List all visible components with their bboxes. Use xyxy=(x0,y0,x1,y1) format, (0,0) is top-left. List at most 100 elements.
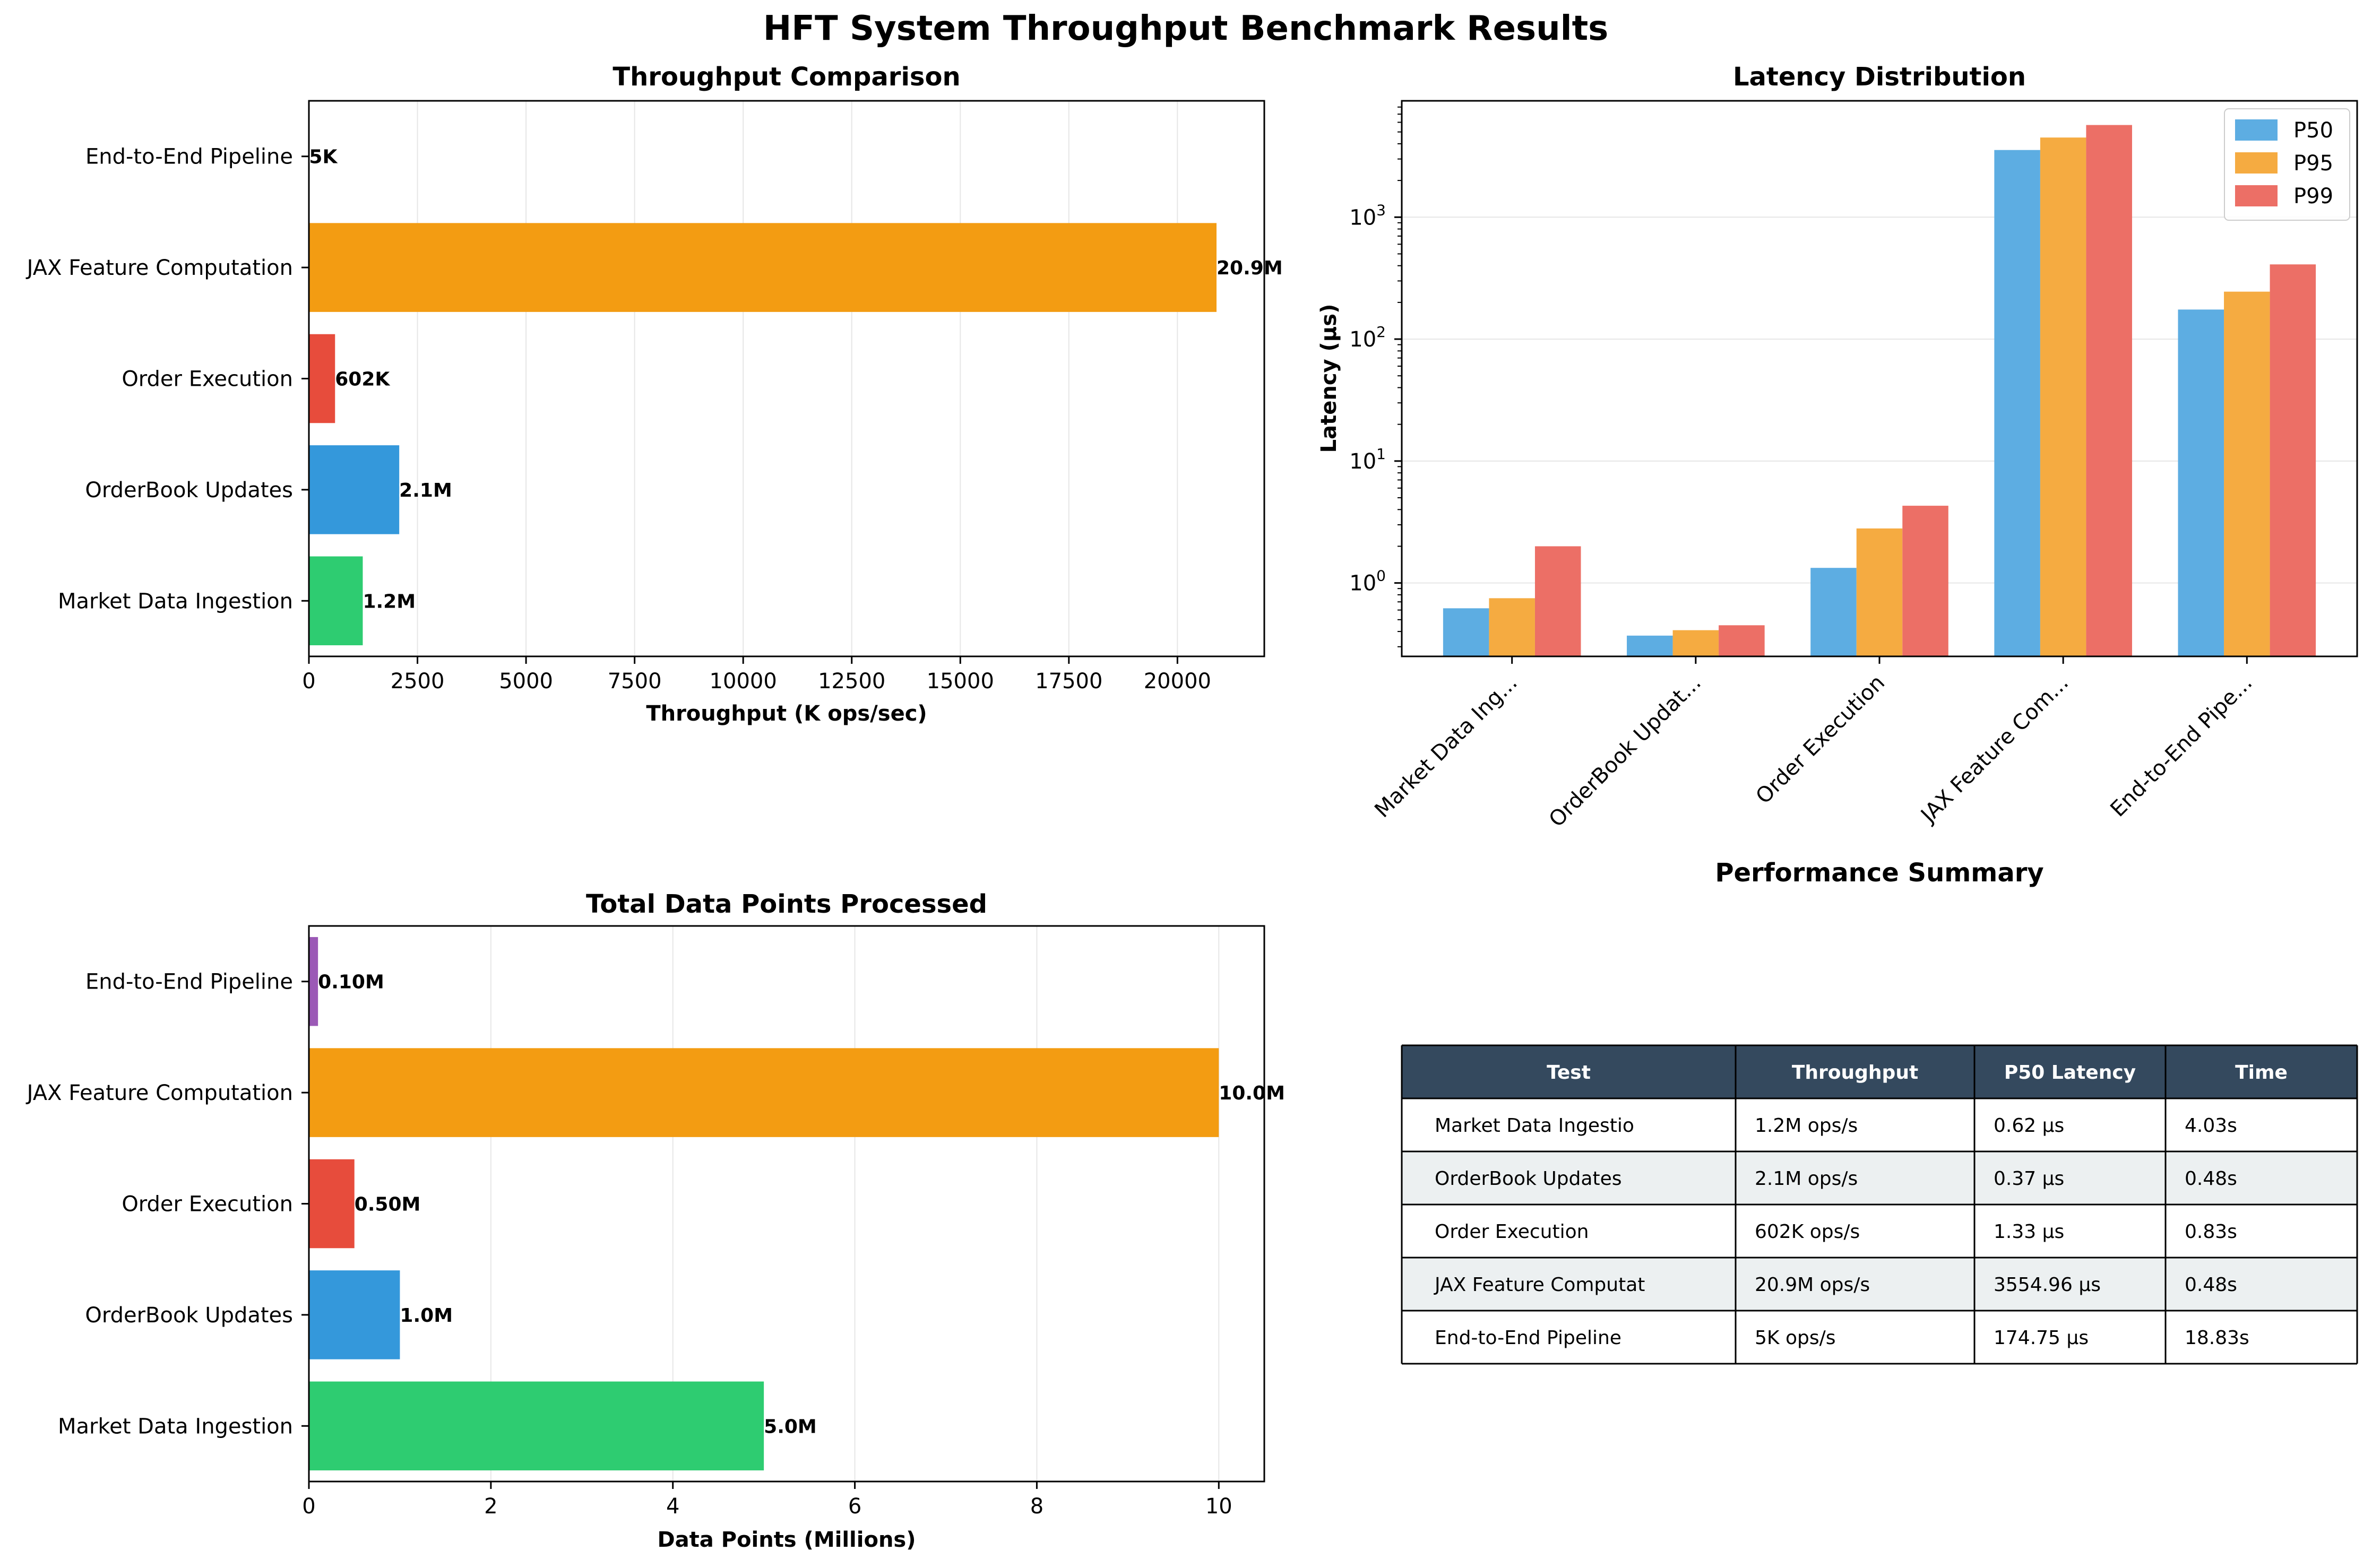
latency-legend-swatch-p99 xyxy=(2235,185,2278,206)
table-cell: 4.03s xyxy=(2185,1115,2237,1137)
table-cell: OrderBook Updates xyxy=(1435,1168,1621,1190)
datapoints-axes: 0 2 4 6 8 10 Market Data Ingestion OrderBook Up… xyxy=(25,970,1232,1519)
latency-bar-p95-order-execution xyxy=(1856,528,1903,656)
throughput-bar-market-data-ingestion xyxy=(309,556,363,646)
datapoints-value-label: 5.0M xyxy=(764,1416,817,1437)
datapoints-bar-jax-feature-computation xyxy=(309,1048,1219,1137)
latency-category-label: OrderBook Updat... xyxy=(1545,671,1706,832)
throughput-axes: 0 2500 5000 7500 10000 12500 15000 17500 20000 Ma… xyxy=(25,145,1211,694)
throughput-category-label: JAX Feature Computation xyxy=(25,256,293,280)
throughput-chart-title: Throughput Comparison xyxy=(613,62,960,92)
throughput-plot-frame xyxy=(308,100,1265,657)
latency-legend-swatch-p50 xyxy=(2235,119,2278,141)
throughput-x-tick-label: 2500 xyxy=(391,669,445,694)
datapoints-value-label: 0.50M xyxy=(355,1194,421,1216)
table-cell: 0.83s xyxy=(2185,1221,2237,1243)
latency-bar-p99-orderbook-updat xyxy=(1719,625,1765,656)
table-cell: 174.75 µs xyxy=(1994,1327,2089,1349)
latency-category-label: End-to-End Pipe... xyxy=(2106,671,2257,822)
throughput-x-tick-label: 12500 xyxy=(818,669,885,694)
latency-legend-label: P99 xyxy=(2293,184,2333,209)
latency-category-label: Order Execution xyxy=(1751,671,1890,809)
latency-y-tick-label: 100 xyxy=(1349,567,1386,596)
latency-bar-p99-jax-feature-com xyxy=(2086,125,2132,656)
latency-legend-label: P95 xyxy=(2293,151,2333,176)
datapoints-x-tick-label: 2 xyxy=(484,1494,497,1519)
table-cell: Order Execution xyxy=(1435,1221,1589,1243)
throughput-value-label: 602K xyxy=(335,369,390,391)
latency-category-label: JAX Feature Com... xyxy=(1916,671,2074,829)
summary-table-title: Performance Summary xyxy=(1715,858,2043,888)
datapoints-category-label: Market Data Ingestion xyxy=(58,1414,293,1439)
datapoints-x-axis-label: Data Points (Millions) xyxy=(657,1528,916,1552)
latency-bar-p50-orderbook-updat xyxy=(1627,635,1673,656)
datapoints-chart: Total Data Points Processed 5.0M 1.0M 0.50… xyxy=(25,889,1285,1552)
latency-bar-p50-end-to-end-pipe xyxy=(2178,309,2224,656)
table-cell: 2.1M ops/s xyxy=(1755,1168,1858,1190)
datapoints-chart-title: Total Data Points Processed xyxy=(586,889,987,919)
throughput-bar-orderbook-updates xyxy=(309,445,400,534)
latency-bar-p95-market-data-ing xyxy=(1489,598,1535,656)
datapoints-value-label: 1.0M xyxy=(400,1305,453,1327)
datapoints-x-tick-label: 10 xyxy=(1205,1494,1232,1519)
throughput-category-label: End-to-End Pipeline xyxy=(85,145,293,169)
latency-bar-p99-market-data-ing xyxy=(1534,546,1581,656)
latency-bar-p95-jax-feature-com xyxy=(2040,137,2086,656)
datapoints-bar-end-to-end-pipeline xyxy=(309,937,318,1026)
datapoints-value-label: 0.10M xyxy=(318,972,384,993)
table-row xyxy=(1402,1098,2357,1151)
table-cell: 20.9M ops/s xyxy=(1755,1274,1870,1296)
latency-y-tick-label: 101 xyxy=(1349,445,1386,474)
table-cell: 602K ops/s xyxy=(1755,1221,1860,1243)
latency-bar-p99-order-execution xyxy=(1902,506,1948,656)
table-cell: 3554.96 µs xyxy=(1994,1274,2101,1296)
throughput-x-axis-label: Throughput (K ops/sec) xyxy=(646,701,927,726)
table-row xyxy=(1402,1258,2357,1311)
latency-bars xyxy=(1443,125,2316,656)
table-cell: Market Data Ingestio xyxy=(1435,1115,1634,1137)
table-header-cell: Test xyxy=(1547,1062,1591,1084)
table-header-row xyxy=(1402,1045,2357,1098)
throughput-bar-order-execution xyxy=(309,334,335,423)
throughput-category-label: OrderBook Updates xyxy=(85,478,293,503)
table-cell: 0.48s xyxy=(2185,1274,2237,1296)
datapoints-x-tick-label: 0 xyxy=(302,1494,315,1519)
latency-y-axis-label: Latency (µs) xyxy=(1317,304,1341,453)
summary-table-body: Test Throughput P50 Latency Time Market Data… xyxy=(1401,1044,2358,1365)
latency-bar-p99-end-to-end-pipe xyxy=(2270,264,2316,656)
throughput-x-tick-label: 17500 xyxy=(1035,669,1102,694)
datapoints-category-label: OrderBook Updates xyxy=(85,1303,293,1328)
latency-bar-p50-jax-feature-com xyxy=(1994,150,2040,656)
latency-legend-swatch-p95 xyxy=(2235,152,2278,174)
latency-chart: Latency Distribution 100 101 102 103 Market … xyxy=(1317,62,2358,832)
throughput-x-tick-label: 5000 xyxy=(499,669,553,694)
throughput-bars: 1.2M 2.1M 602K 20.9M 5K xyxy=(309,111,1283,646)
throughput-grid xyxy=(308,101,1178,656)
table-row xyxy=(1402,1151,2357,1205)
table-cell: 1.33 µs xyxy=(1994,1221,2064,1243)
figure-title: HFT System Throughput Benchmark Results xyxy=(763,9,1609,48)
table-row xyxy=(1402,1205,2357,1258)
table-cell: 0.48s xyxy=(2185,1168,2237,1190)
datapoints-category-label: Order Execution xyxy=(122,1192,293,1217)
latency-legend-label: P50 xyxy=(2293,118,2333,143)
latency-bar-p95-end-to-end-pipe xyxy=(2224,291,2270,656)
latency-category-label: Market Data Ing... xyxy=(1370,671,1522,822)
throughput-value-label: 2.1M xyxy=(399,480,452,501)
latency-legend: P50 P95 P99 xyxy=(2224,108,2350,221)
datapoints-x-tick-label: 4 xyxy=(666,1494,679,1519)
datapoints-x-tick-label: 8 xyxy=(1030,1494,1043,1519)
latency-y-tick-label: 103 xyxy=(1349,201,1386,230)
datapoints-value-label: 10.0M xyxy=(1219,1082,1285,1104)
table-cell: JAX Feature Computat xyxy=(1434,1274,1645,1296)
table-cell: End-to-End Pipeline xyxy=(1435,1327,1621,1349)
datapoints-bars: 5.0M 1.0M 0.50M 10.0M 0.10M xyxy=(309,937,1285,1471)
datapoints-category-label: End-to-End Pipeline xyxy=(85,970,293,994)
throughput-x-tick-label: 15000 xyxy=(927,669,994,694)
latency-bar-p50-market-data-ing xyxy=(1443,608,1489,656)
latency-chart-title: Latency Distribution xyxy=(1733,62,2026,92)
table-cell: 0.37 µs xyxy=(1994,1168,2064,1190)
latency-bar-p95-orderbook-updat xyxy=(1672,630,1719,656)
table-row xyxy=(1402,1311,2357,1364)
